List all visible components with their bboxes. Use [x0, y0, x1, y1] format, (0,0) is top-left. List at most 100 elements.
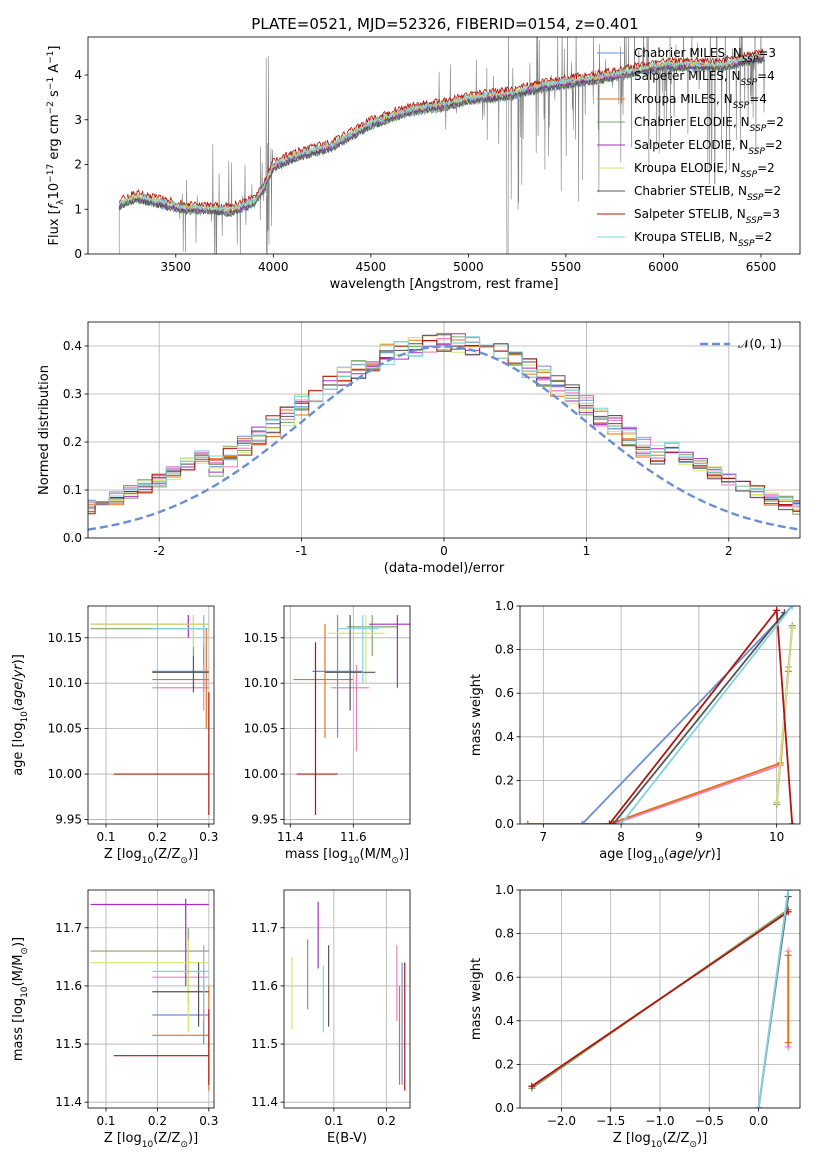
mass_vs_Z-frame-layer: 0.1 0.2 0.3 11.4 11.5 11.6 11.7 Z [log10(Z/Z⊙)]…	[11, 889, 218, 1150]
weight_vs_age-ytick-label: 0.0	[495, 817, 514, 831]
mass_vs_Z-xtick-label: 0.3	[199, 1114, 218, 1128]
age_vs_mass-ytick-label: 10.05	[244, 722, 278, 736]
weight-line	[581, 606, 793, 824]
weight_vs_Z-xtick-label: 0.0	[749, 1114, 768, 1128]
age_vs_mass-ytick-label: 10.00	[244, 767, 278, 781]
age_vs_Z-ytick-label: 10.00	[48, 767, 82, 781]
age_vs_Z-xtick-label: 0.3	[199, 830, 218, 844]
weight-marker	[528, 1082, 536, 1090]
spectrum-ytick-label: 4	[74, 68, 82, 82]
spectrum-frame	[87, 36, 801, 255]
weight-marker	[609, 820, 617, 824]
weight-marker	[784, 1039, 792, 1047]
weight-marker	[524, 820, 532, 824]
residuals-ytick-label: 0.2	[63, 435, 82, 449]
age_vs_Z-xtick-label: 0.2	[148, 830, 167, 844]
residuals-frame-layer: -2 -1 0 1 2 0.0 0.1 0.2 0.3 0.4 (data-model)/error…	[37, 321, 801, 576]
age_vs_mass-frame	[283, 605, 411, 825]
weight_vs_age-ylabel: mass weight	[469, 674, 484, 756]
weight_vs_age-ytick-label: 0.4	[495, 730, 514, 744]
residual-hist-chabrier-elodie	[88, 336, 800, 515]
spectrum-legend: Chabrier MILES, NSSP=3 Salpeter MILES, NS…	[597, 46, 784, 249]
residuals-ytick-label: 0.4	[63, 339, 82, 353]
weight-marker	[617, 820, 625, 824]
age_vs_Z-ytick-label: 9.95	[55, 812, 82, 826]
legend-entry: Kroupa STELIB, NSSP=2	[634, 230, 772, 249]
mass_vs_ebv-background	[284, 890, 410, 1108]
normal-curve	[88, 345, 798, 531]
spectrum-xtick-label: 5000	[453, 260, 484, 274]
spectrum-xlabel: wavelength [Angstrom, rest frame]	[330, 277, 559, 292]
mass_vs_Z-ytick-label: 11.6	[55, 979, 82, 993]
residual-hist-kroupa-elodie	[88, 337, 800, 511]
weight_vs_age-background	[520, 606, 800, 824]
spectrum-frame-layer: 3500 4000 4500 5000 5500 6000 6500 0 1 2 3 4 wavelen…	[46, 36, 801, 292]
spectrum-background	[88, 37, 800, 254]
weight_vs_Z-xtick-label: −0.5	[695, 1114, 724, 1128]
spectrum-model-kroupa-stelib	[118, 51, 765, 212]
residuals-data-layer	[88, 322, 800, 538]
weight_vs_age-xtick-label: 10	[769, 830, 784, 844]
weight_vs_age-xlabel: age [log10(age/yr)]	[599, 847, 721, 866]
residuals-xtick-label: 0	[440, 544, 448, 558]
weight_vs_Z-data-layer	[520, 890, 800, 1108]
legend-entry: Kroupa ELODIE, NSSP=2	[634, 161, 775, 180]
age_vs_Z-xlabel: Z [log10(Z/Z⊙)]	[104, 847, 198, 866]
mass_vs_ebv-frame	[283, 889, 411, 1109]
mass_vs_ebv-ytick-label: 11.5	[251, 1037, 278, 1051]
spectrum-xtick-label: 6500	[746, 260, 777, 274]
legend-entry: Kroupa MILES, NSSP=4	[634, 92, 767, 111]
residuals-xtick-label: 1	[583, 544, 591, 558]
weight-marker	[578, 820, 586, 824]
mass_vs_ebv-frame-layer: 0.1 0.2 11.4 11.5 11.6 11.7 E(B-V)	[251, 889, 411, 1146]
age_vs_mass-ytick-label: 9.95	[251, 812, 278, 826]
weight-marker	[605, 820, 613, 824]
mass_vs_ebv-xlabel: E(B-V)	[327, 1131, 367, 1146]
spectrum-ytick-label: 3	[74, 113, 82, 127]
weight-line	[757, 890, 790, 1108]
residuals-xlabel: (data-model)/error	[384, 561, 505, 576]
weight_vs_Z-frame-layer: −2.0 −1.5 −1.0 −0.5 0.0 0.0 0.2 0.4 0.6 0.8 1.0 Z […	[469, 883, 801, 1150]
weight-marker	[788, 624, 796, 632]
weight_vs_Z-panel: −2.0 −1.5 −1.0 −0.5 0.0 0.0 0.2 0.4 0.6 0.8 1.0 Z […	[469, 883, 801, 1150]
weight_vs_Z-ytick-label: 0.4	[495, 1014, 514, 1028]
spectrum-xtick-label: 5500	[551, 260, 582, 274]
age_vs_Z-ytick-label: 10.10	[48, 676, 82, 690]
residuals-ytick-label: 0.1	[63, 483, 82, 497]
age_vs_Z-ytick-label: 10.05	[48, 722, 82, 736]
age_vs_mass-frame-layer: 11.4 11.6 9.95 10.00 10.05 10.10 10.15 mass [lo…	[244, 605, 411, 866]
weight_vs_age-ytick-label: 0.8	[495, 643, 514, 657]
mass_vs_ebv-xtick-label: 0.1	[324, 1114, 343, 1128]
weight_vs_age-frame	[519, 605, 801, 825]
legend-entry: Salpeter MILES, NSSP=4	[634, 69, 775, 88]
weight_vs_Z-ytick-label: 0.6	[495, 970, 514, 984]
weight-marker	[784, 890, 792, 894]
residuals-panel: -2 -1 0 1 2 0.0 0.1 0.2 0.3 0.4 (data-model)/error…	[37, 321, 801, 576]
spectrum-data-layer	[118, 37, 765, 254]
mass_vs_Z-ytick-label: 11.4	[55, 1095, 82, 1109]
mass_vs_Z-ytick-label: 11.5	[55, 1037, 82, 1051]
age_vs_Z-background	[88, 606, 214, 824]
weight_vs_Z-ytick-label: 0.2	[495, 1057, 514, 1071]
mass_vs_Z-panel: 0.1 0.2 0.3 11.4 11.5 11.6 11.7 Z [log10(Z/Z⊙)]…	[11, 889, 218, 1150]
age_vs_Z-frame	[87, 605, 215, 825]
age_vs_mass-ytick-label: 10.15	[244, 631, 278, 645]
legend-entry: Chabrier ELODIE, NSSP=2	[634, 115, 784, 134]
spectrum-model-salpeter-elodie	[118, 54, 765, 215]
weight-marker	[773, 798, 781, 806]
residuals-ylabel: Normed distribution	[37, 365, 52, 495]
age_vs_mass-xlabel: mass [log10(M/M⊙)]	[285, 847, 409, 866]
mass_vs_Z-xtick-label: 0.2	[148, 1114, 167, 1128]
residual-hist-salpeter-elodie	[88, 333, 800, 509]
weight_vs_Z-ylabel: mass weight	[469, 958, 484, 1040]
weight_vs_Z-xtick-label: −1.0	[645, 1114, 674, 1128]
mass_vs_ebv-panel: 0.1 0.2 11.4 11.5 11.6 11.7 E(B-V)	[251, 889, 411, 1146]
residuals-ytick-label: 0.0	[63, 531, 82, 545]
age_vs_Z-ytick-label: 10.15	[48, 631, 82, 645]
mass_vs_ebv-xtick-label: 0.2	[377, 1114, 396, 1128]
weight-line	[612, 611, 786, 824]
age_vs_mass-ytick-label: 10.10	[244, 676, 278, 690]
weight_vs_Z-ytick-label: 0.0	[495, 1101, 514, 1115]
mass_vs_Z-background	[88, 890, 214, 1108]
